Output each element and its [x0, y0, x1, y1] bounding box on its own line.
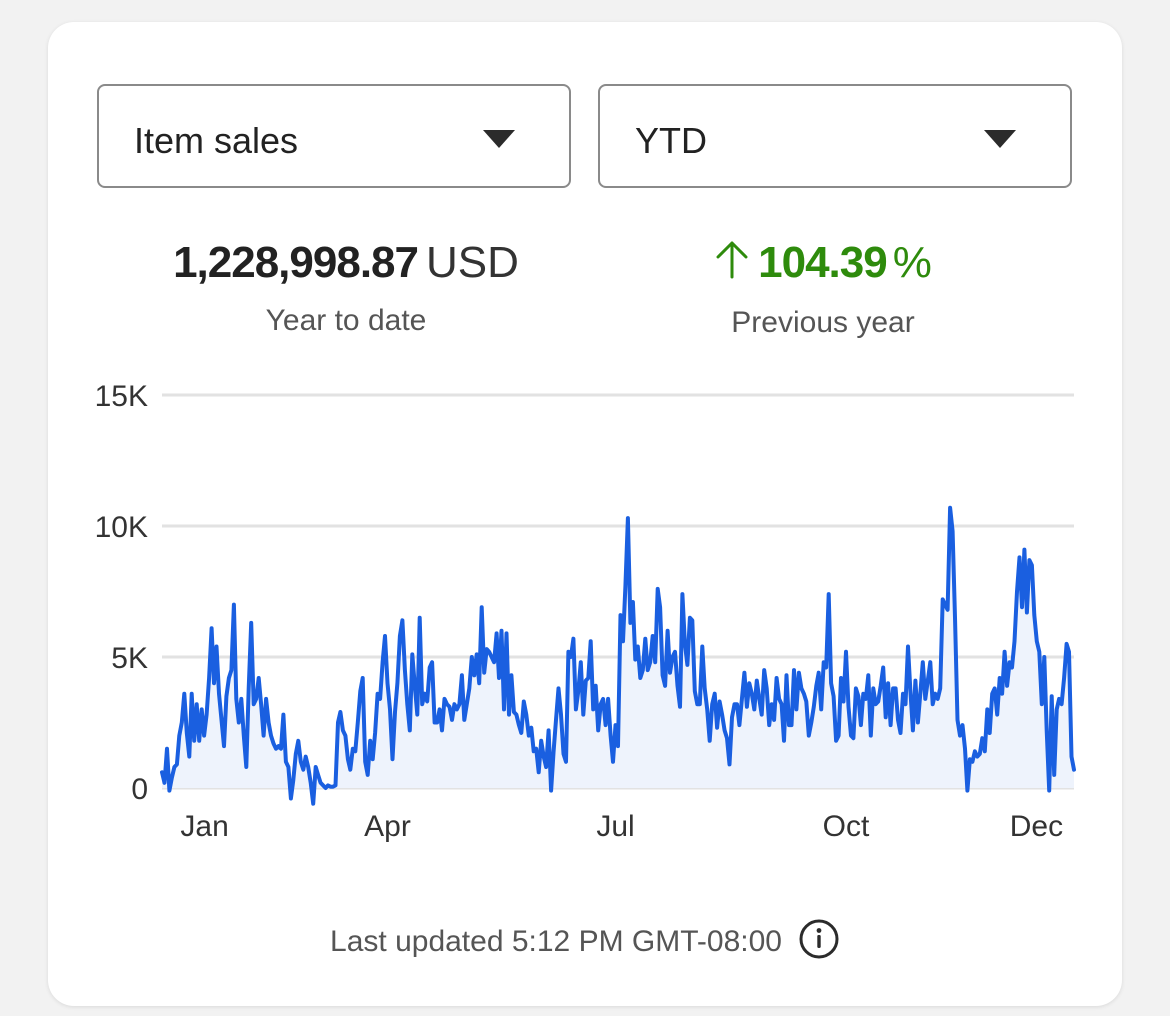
x-tick-label: Apr: [364, 810, 411, 843]
y-tick-label: 15K: [95, 380, 148, 413]
total-sales-label: Year to date: [265, 304, 427, 337]
arrow-up-icon: [714, 239, 750, 290]
metric-dropdown[interactable]: Item sales: [97, 84, 571, 188]
sales-line-chart: 0 5K 10K 15K Jan Apr Jul Oct Dec: [95, 380, 1076, 843]
percent-unit: %: [892, 238, 932, 287]
last-updated-text: Last updated 5:12 PM GMT-08:00: [330, 924, 782, 958]
y-tick-label: 0: [131, 773, 148, 806]
change-label: Previous year: [731, 306, 915, 339]
change-stat: 104.39% Previous year: [622, 238, 1024, 340]
footer: Last updated 5:12 PM GMT-08:00: [0, 918, 1170, 968]
chart-x-axis: Jan Apr Jul Oct Dec: [180, 810, 1063, 843]
chevron-down-icon: [984, 130, 1016, 148]
chevron-down-icon: [483, 130, 515, 148]
currency-unit: USD: [426, 238, 519, 287]
y-tick-label: 10K: [95, 511, 148, 544]
x-tick-label: Oct: [823, 810, 870, 843]
x-tick-label: Dec: [1010, 810, 1063, 843]
x-tick-label: Jan: [180, 810, 228, 843]
change-value: 104.39: [758, 238, 888, 287]
date-range-dropdown[interactable]: YTD: [598, 84, 1072, 188]
date-range-dropdown-label: YTD: [635, 120, 707, 161]
total-sales-stat: 1,228,998.87 USD Year to date: [140, 238, 552, 338]
info-icon[interactable]: [798, 918, 840, 968]
metric-dropdown-label: Item sales: [134, 120, 299, 161]
sales-series-line: [160, 505, 1076, 806]
y-tick-label: 5K: [111, 642, 148, 675]
chart-y-axis: 0 5K 10K 15K: [95, 380, 148, 806]
total-sales-value: 1,228,998.87: [173, 238, 419, 287]
x-tick-label: Jul: [596, 810, 634, 843]
